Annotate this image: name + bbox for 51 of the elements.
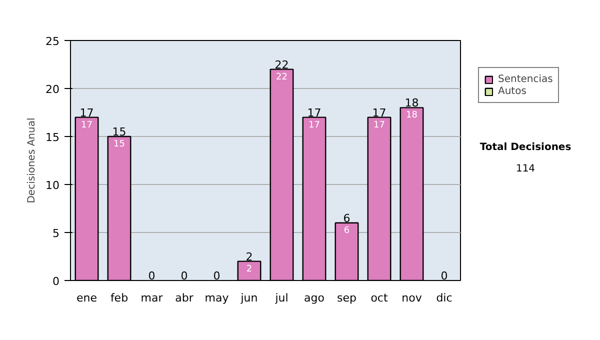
x-tick-label: ago — [304, 292, 325, 304]
x-tick-label: dic — [436, 292, 452, 304]
data-label: 17 — [374, 120, 385, 130]
total-label: 0 — [213, 270, 220, 282]
x-tick-label: mar — [140, 292, 164, 304]
bar — [334, 222, 359, 280]
bar — [270, 68, 294, 280]
data-label: 2 — [246, 264, 252, 274]
y-tick-label: 25 — [46, 35, 60, 48]
total-label: 18 — [404, 96, 419, 110]
total-label: 0 — [440, 270, 448, 282]
legend-label: Autos — [498, 85, 526, 97]
bar — [400, 107, 424, 280]
data-label: 15 — [114, 140, 125, 150]
x-tick-label: ene — [76, 292, 98, 304]
y-tick-label: 0 — [52, 275, 60, 288]
x-tick-label: feb — [110, 292, 128, 304]
data-label: 17 — [81, 120, 92, 130]
x-tick-label: oct — [370, 292, 388, 304]
total-label: 6 — [343, 212, 350, 225]
data-label: 17 — [308, 120, 320, 130]
total-label: 2 — [246, 250, 253, 264]
x-tick-label: jul — [274, 292, 288, 304]
total-label: 0 — [148, 270, 156, 282]
data-label: 6 — [344, 226, 350, 236]
y-axis-title: Decisiones Anual — [26, 118, 38, 204]
x-tick-label: jun — [240, 292, 258, 304]
legend-label: Sentencias — [498, 73, 553, 85]
y-tick-label: 10 — [46, 179, 60, 192]
total-label: 15 — [112, 126, 126, 138]
total-label: 22 — [274, 58, 289, 72]
bar — [107, 136, 132, 280]
data-label: 22 — [276, 72, 288, 82]
bar — [302, 116, 326, 280]
y-tick-label: 5 — [52, 227, 60, 240]
total-label: 17 — [372, 106, 386, 120]
text: Total Decisiones — [480, 142, 572, 154]
x-tick-label: sep — [337, 292, 357, 304]
text: 114 — [516, 164, 536, 175]
data-label: 18 — [406, 110, 418, 121]
total-label: 0 — [180, 270, 188, 282]
total-label: 17 — [307, 106, 322, 120]
bar — [367, 116, 392, 280]
x-tick-label: nov — [402, 292, 422, 304]
x-tick-label: abr — [175, 292, 194, 304]
total-label: 17 — [80, 106, 94, 120]
y-tick-label: 20 — [46, 83, 60, 96]
x-tick-label: may — [204, 292, 230, 304]
bar — [237, 260, 262, 280]
bar — [74, 116, 99, 280]
y-tick-label: 15 — [46, 131, 60, 144]
